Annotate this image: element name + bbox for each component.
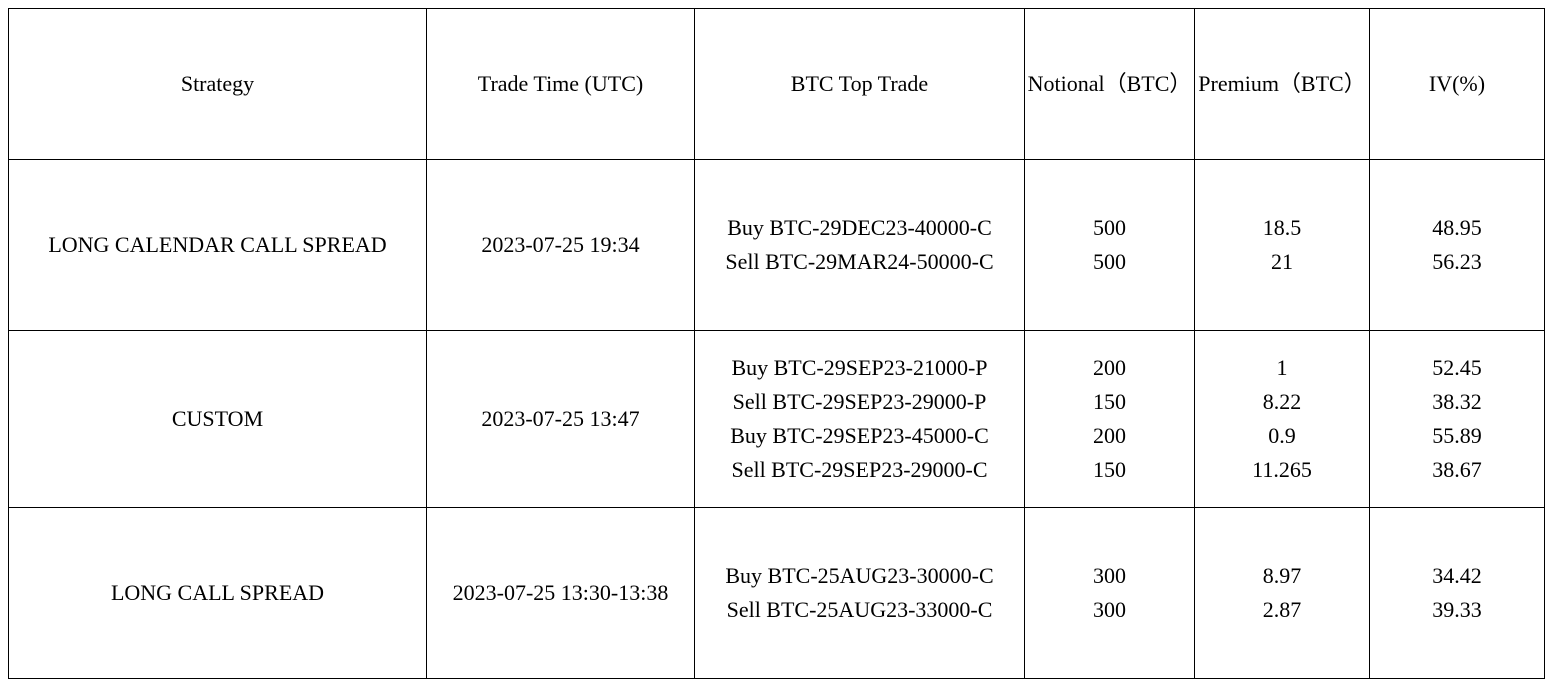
table-row: LONG CALENDAR CALL SPREAD 2023-07-25 19:3… [9, 160, 1545, 331]
cell-iv: 48.9556.23 [1370, 160, 1545, 331]
cell-iv: 52.4538.3255.8938.67 [1370, 331, 1545, 508]
col-iv: IV(%) [1370, 9, 1545, 160]
cell-trade: Buy BTC-29SEP23-21000-PSell BTC-29SEP23-… [695, 331, 1025, 508]
table-body: LONG CALENDAR CALL SPREAD 2023-07-25 19:3… [9, 160, 1545, 679]
cell-iv: 34.4239.33 [1370, 508, 1545, 679]
cell-premium-line: 11.265 [1252, 453, 1312, 487]
col-notional: Notional（BTC） [1025, 9, 1195, 160]
cell-time-value: 2023-07-25 13:47 [481, 402, 639, 436]
cell-notional-line: 150 [1093, 385, 1126, 419]
cell-strategy: CUSTOM [9, 331, 427, 508]
cell-trade-line: Buy BTC-29DEC23-40000-C [727, 211, 992, 245]
cell-notional-line: 200 [1093, 351, 1126, 385]
cell-iv-line: 56.23 [1432, 245, 1482, 279]
cell-time: 2023-07-25 19:34 [427, 160, 695, 331]
table-row: CUSTOM 2023-07-25 13:47 Buy BTC-29SEP23-21… [9, 331, 1545, 508]
col-time: Trade Time (UTC) [427, 9, 695, 160]
cell-trade-line: Sell BTC-29MAR24-50000-C [725, 245, 993, 279]
cell-notional: 200150200150 [1025, 331, 1195, 508]
cell-time: 2023-07-25 13:30-13:38 [427, 508, 695, 679]
cell-premium-line: 21 [1271, 245, 1293, 279]
cell-notional-line: 500 [1093, 245, 1126, 279]
cell-premium-line: 18.5 [1263, 211, 1302, 245]
cell-premium: 18.220.911.265 [1195, 331, 1370, 508]
cell-trade-line: Buy BTC-29SEP23-21000-P [731, 351, 987, 385]
cell-trade-line: Sell BTC-29SEP23-29000-P [733, 385, 987, 419]
cell-notional-line: 500 [1093, 211, 1126, 245]
cell-strategy-value: LONG CALL SPREAD [111, 576, 324, 610]
cell-iv-line: 39.33 [1432, 593, 1482, 627]
cell-notional: 300300 [1025, 508, 1195, 679]
cell-trade-line: Buy BTC-25AUG23-30000-C [725, 559, 993, 593]
cell-strategy: LONG CALL SPREAD [9, 508, 427, 679]
cell-iv-line: 38.67 [1432, 453, 1482, 487]
cell-time-value: 2023-07-25 19:34 [481, 228, 639, 262]
cell-premium-line: 0.9 [1268, 419, 1296, 453]
cell-iv-line: 48.95 [1432, 211, 1482, 245]
cell-premium: 8.972.87 [1195, 508, 1370, 679]
cell-premium-line: 8.22 [1263, 385, 1302, 419]
cell-notional: 500500 [1025, 160, 1195, 331]
table-row: LONG CALL SPREAD 2023-07-25 13:30-13:38 Bu… [9, 508, 1545, 679]
cell-time: 2023-07-25 13:47 [427, 331, 695, 508]
cell-trade-line: Sell BTC-25AUG23-33000-C [727, 593, 993, 627]
cell-trade: Buy BTC-29DEC23-40000-CSell BTC-29MAR24-… [695, 160, 1025, 331]
cell-trade: Buy BTC-25AUG23-30000-CSell BTC-25AUG23-… [695, 508, 1025, 679]
cell-trade-line: Sell BTC-29SEP23-29000-C [731, 453, 987, 487]
cell-strategy: LONG CALENDAR CALL SPREAD [9, 160, 427, 331]
col-strategy: Strategy [9, 9, 427, 160]
cell-iv-line: 38.32 [1432, 385, 1482, 419]
trades-table: Strategy Trade Time (UTC) BTC Top Trade … [8, 8, 1545, 679]
cell-strategy-value: CUSTOM [172, 402, 263, 436]
cell-premium-line: 1 [1277, 351, 1288, 385]
cell-iv-line: 55.89 [1432, 419, 1482, 453]
cell-notional-line: 200 [1093, 419, 1126, 453]
cell-notional-line: 150 [1093, 453, 1126, 487]
cell-notional-line: 300 [1093, 559, 1126, 593]
cell-premium-line: 2.87 [1263, 593, 1302, 627]
col-trade: BTC Top Trade [695, 9, 1025, 160]
cell-iv-line: 34.42 [1432, 559, 1482, 593]
table-header-row: Strategy Trade Time (UTC) BTC Top Trade … [9, 9, 1545, 160]
cell-notional-line: 300 [1093, 593, 1126, 627]
cell-strategy-value: LONG CALENDAR CALL SPREAD [48, 228, 386, 262]
cell-time-value: 2023-07-25 13:30-13:38 [453, 576, 669, 610]
cell-iv-line: 52.45 [1432, 351, 1482, 385]
col-premium: Premium（BTC） [1195, 9, 1370, 160]
cell-premium: 18.521 [1195, 160, 1370, 331]
cell-trade-line: Buy BTC-29SEP23-45000-C [730, 419, 989, 453]
cell-premium-line: 8.97 [1263, 559, 1302, 593]
